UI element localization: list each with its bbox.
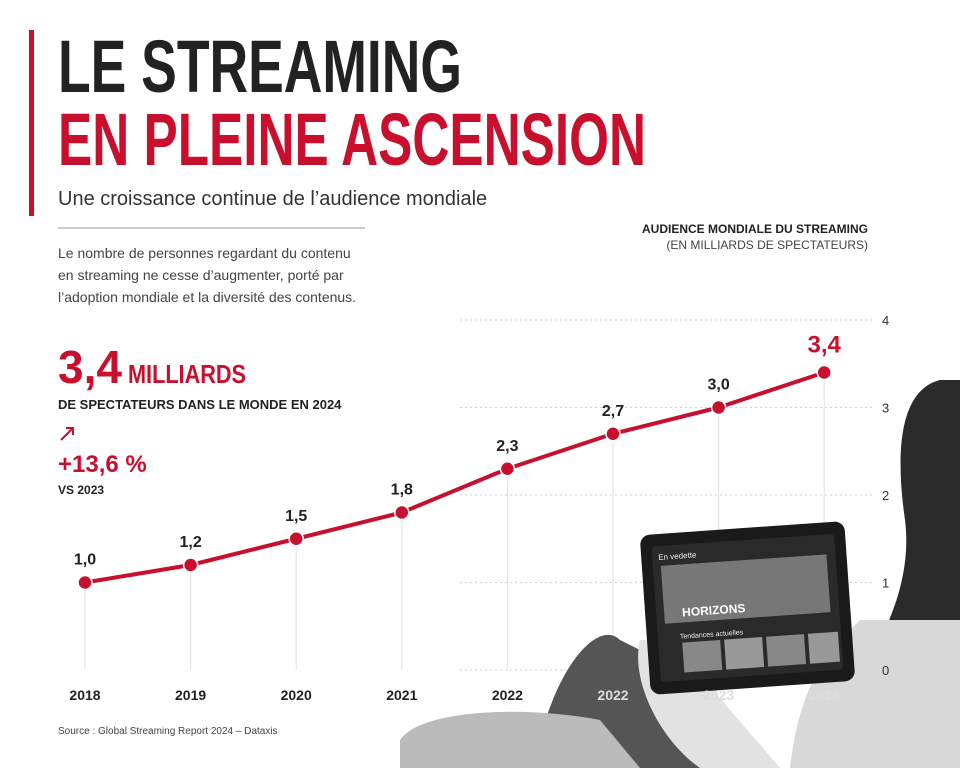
- paragraph: en streaming ne cesse d’augmenter, porté…: [58, 267, 344, 283]
- tablet-trending: Tendances actuelles: [680, 629, 744, 640]
- growth-caption: VS 2023: [58, 483, 104, 497]
- value-label: 1,2: [179, 534, 201, 551]
- value-label: 2,3: [496, 438, 518, 455]
- highlight-unit: MILLIARDS: [128, 359, 246, 389]
- hair: [880, 380, 960, 640]
- chart-title: AUDIENCE MONDIALE DU STREAMING: [642, 222, 868, 236]
- value-label: 1,8: [391, 482, 413, 499]
- y-tick-label: 0: [882, 663, 889, 678]
- highlight-value: 3,4: [58, 341, 122, 393]
- title: EN PLEINE ASCENSION: [58, 98, 646, 181]
- value-label: 1,5: [285, 508, 307, 525]
- thumbnail: [766, 634, 807, 667]
- growth-value: +13,6 %: [58, 451, 147, 478]
- value-label: 3,0: [707, 377, 729, 394]
- y-tick-label: 4: [882, 313, 889, 328]
- value-label: 1,0: [74, 552, 96, 569]
- point: [816, 364, 832, 381]
- point: [77, 574, 93, 591]
- thumbnail: [682, 639, 723, 673]
- y-tick-label: 1: [882, 576, 889, 591]
- highlight-caption: DE SPECTATEURS DANS LE MONDE EN 2024: [58, 397, 342, 412]
- x-tick-label: 2023: [703, 687, 734, 703]
- sofa: [400, 711, 640, 768]
- person-with-tablet: En vedette HORIZONS Tendances actuelles: [400, 380, 960, 768]
- chart-subtitle: (EN MILLIARDS DE SPECTATEURS): [666, 238, 868, 252]
- point: [394, 504, 410, 521]
- y-tick-label: 2: [882, 488, 889, 503]
- subtitle: Une croissance continue de l’audience mo…: [58, 188, 487, 210]
- feature-image: [660, 554, 831, 624]
- tablet-section: En vedette: [658, 550, 697, 562]
- point: [605, 426, 621, 442]
- y-tick-label: 3: [882, 401, 889, 416]
- line: [84, 370, 825, 585]
- source: Source : Global Streaming Report 2024 – …: [58, 726, 278, 737]
- plot: 0 1 2 3 4 1,0 1,2 1,5 1,8 2,3 2,7 3,0 3,4 2018 2019 202…: [69, 313, 889, 703]
- point: [710, 399, 727, 416]
- paragraph: l’adoption mondiale et la diversité des …: [58, 289, 356, 305]
- x-tick-label: 2024: [809, 687, 840, 703]
- x-tick-label: 2022: [492, 687, 523, 703]
- growth-arrow: [60, 427, 74, 441]
- value-label: 2,7: [602, 403, 624, 420]
- tablet-feature: HORIZONS: [682, 601, 746, 619]
- accent-bar: [29, 30, 34, 216]
- thumbnail: [807, 631, 840, 664]
- x-tick-label: 2022: [597, 687, 628, 703]
- point: [499, 461, 516, 477]
- paragraph: Le nombre de personnes regardant du cont…: [58, 245, 351, 261]
- point: [182, 557, 199, 573]
- x-tick-label: 2018: [69, 687, 100, 703]
- title: LE STREAMING: [58, 25, 462, 108]
- point: [288, 531, 304, 547]
- thumbnail: [724, 637, 765, 670]
- x-tick-label: 2020: [281, 687, 312, 703]
- value-label: 3,4: [808, 332, 842, 359]
- x-tick-label: 2019: [175, 687, 206, 703]
- x-tick-label: 2021: [386, 687, 417, 703]
